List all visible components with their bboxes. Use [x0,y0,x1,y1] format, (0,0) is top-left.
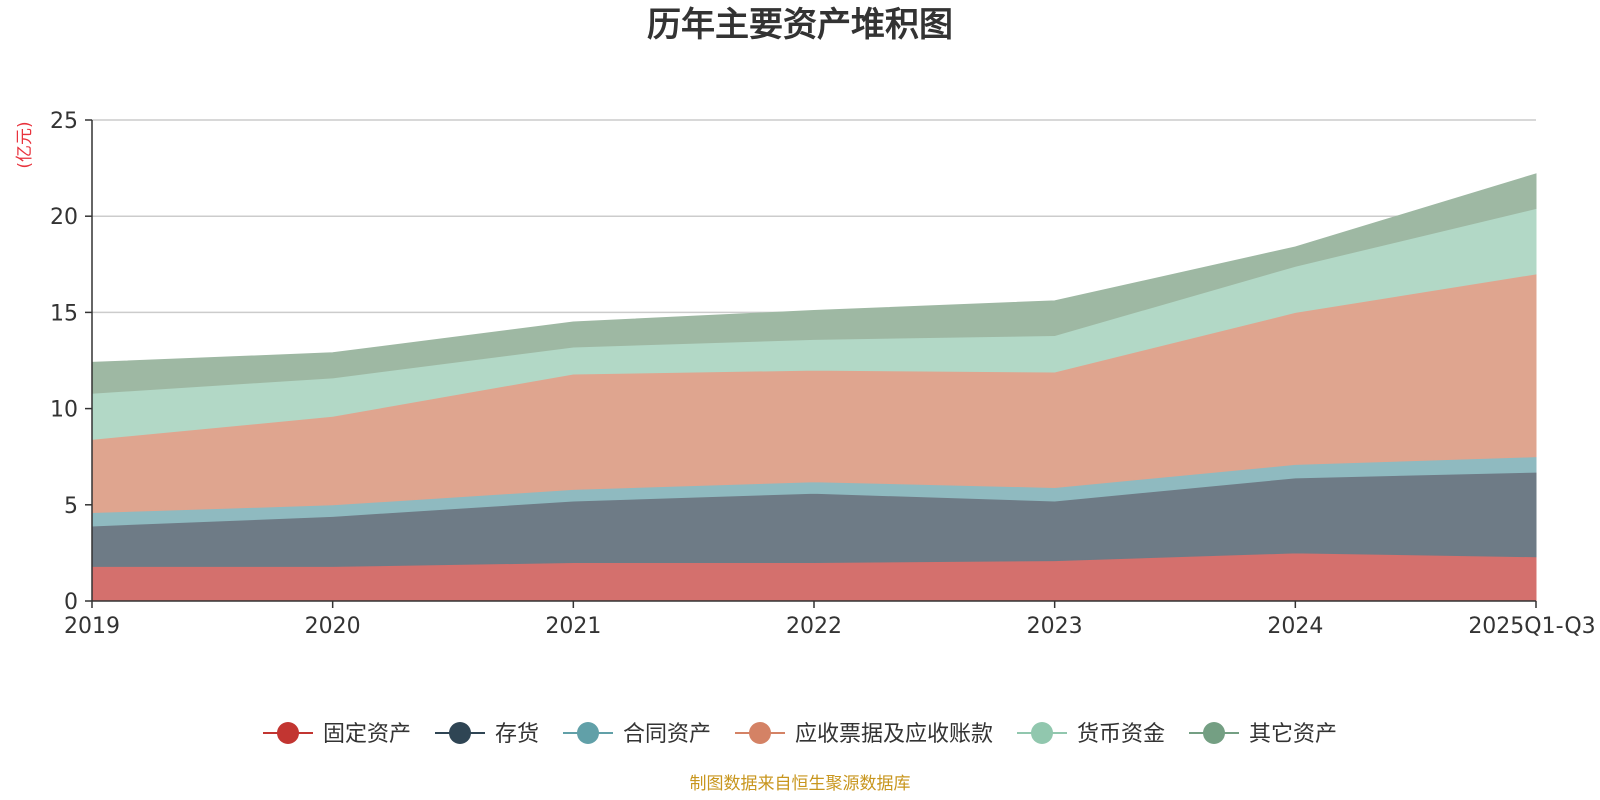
legend-marker [1031,722,1054,744]
legend-item-合同资产: 合同资产 [562,722,711,747]
legend-item-货币资金: 货币资金 [1017,722,1165,747]
y-tick-label: 10 [50,398,78,423]
data-source-note: 制图数据来自恒生聚源数据库 [690,774,911,794]
chart-title: 历年主要资产堆积图 [647,5,953,45]
y-tick-label: 25 [50,109,78,134]
legend-marker [1203,722,1226,744]
y-axis-unit-label: (亿元) [15,121,35,168]
area-series-group [91,173,1537,602]
legend-label: 合同资产 [623,722,711,747]
legend-label: 货币资金 [1077,722,1165,747]
x-tick-label: 2021 [545,614,601,639]
legend-label: 应收票据及应收账款 [795,722,993,747]
legend: 固定资产 存货 合同资产 应收票据及应收账款 货币资金 其它资产 [262,722,1337,747]
legend-label: 其它资产 [1249,722,1337,747]
x-tick-label: 2019 [64,614,120,639]
legend-label: 存货 [495,722,539,747]
x-tick-label: 2025Q1-Q3 [1468,614,1595,639]
legend-marker [276,722,299,744]
x-tick-label: 2020 [305,614,361,639]
legend-marker [448,722,471,744]
legend-item-存货: 存货 [434,722,539,747]
x-tick-label: 2023 [1027,614,1083,639]
y-tick-label: 5 [64,494,78,519]
legend-label: 固定资产 [323,722,411,747]
x-tick-label: 2024 [1267,614,1323,639]
area-其它资产 [91,173,1537,394]
legend-marker [576,722,599,744]
y-tick-label: 20 [50,205,78,230]
x-axis-ticks: 2019 2020 2021 2022 2023 2024 2025Q1-Q3 [64,601,1596,639]
legend-marker [748,722,771,744]
y-tick-label: 15 [50,301,78,326]
legend-item-其它资产: 其它资产 [1189,722,1337,747]
y-axis-ticks: 0 5 10 15 20 25 [50,109,92,615]
legend-item-固定资产: 固定资产 [262,722,411,747]
legend-item-应收票据及应收账款: 应收票据及应收账款 [734,722,993,747]
x-tick-label: 2022 [786,614,842,639]
y-tick-label: 0 [64,590,78,615]
